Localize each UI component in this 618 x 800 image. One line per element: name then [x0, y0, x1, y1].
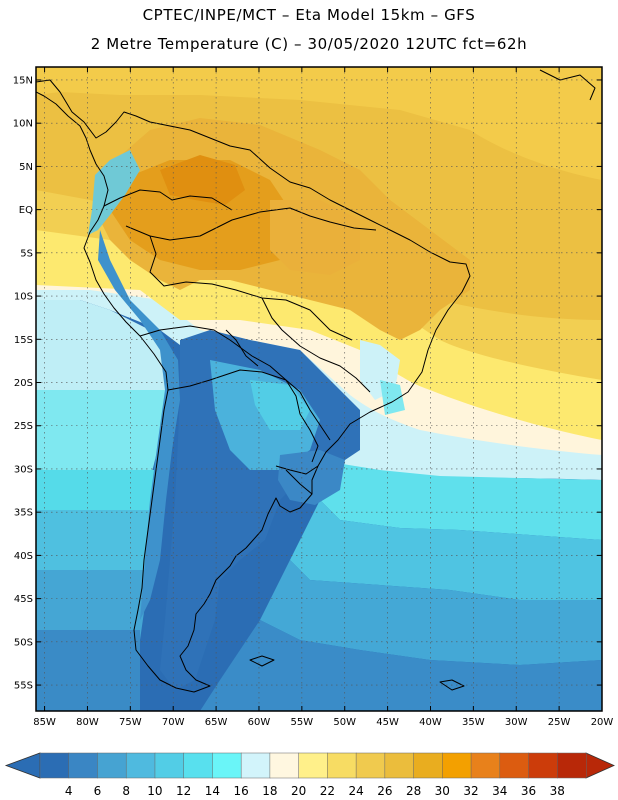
- lat-label: 15S: [14, 335, 33, 346]
- colorbar-swatch: [384, 752, 415, 779]
- lat-label: 55S: [14, 681, 33, 692]
- colorbar-swatch: [154, 752, 185, 779]
- lat-label: 25S: [14, 421, 33, 432]
- lon-label: 35W: [462, 717, 485, 728]
- colorbar-label: 26: [377, 784, 392, 798]
- map-subtitle: 2 Metre Temperature (C) – 30/05/2020 12U…: [90, 35, 528, 53]
- colorbar-label: 30: [435, 784, 450, 798]
- lon-label: 50W: [333, 717, 356, 728]
- lon-label: 70W: [162, 717, 185, 728]
- colorbar-label: 4: [65, 784, 73, 798]
- colorbar-label: 12: [176, 784, 191, 798]
- colorbar-left-arrow: [4, 752, 41, 779]
- longitude-axis: 85W 80W 75W 70W 65W 60W 55W 50W 45W 40W 35W 30W 25W 2…: [33, 67, 613, 728]
- lon-label: 60W: [248, 717, 271, 728]
- colorbar: 4 6 8 10 12 14 16 18 20 22 24 26 28 30 32 34 36 38: [4, 752, 615, 798]
- colorbar-label: 8: [122, 784, 130, 798]
- colorbar-label: 38: [550, 784, 565, 798]
- colorbar-swatch: [327, 752, 357, 779]
- colorbar-label: 28: [406, 784, 421, 798]
- lat-label: 35S: [14, 508, 33, 519]
- lon-label: 25W: [548, 717, 571, 728]
- colorbar-label: 6: [94, 784, 102, 798]
- lat-label: 30S: [14, 464, 33, 475]
- coastline: [36, 69, 596, 693]
- temperature-field: [36, 67, 602, 711]
- lon-label: 20W: [591, 717, 614, 728]
- lon-label: 85W: [33, 717, 56, 728]
- colorbar-label: 32: [463, 784, 478, 798]
- lat-label: 5S: [20, 248, 33, 259]
- lon-label: 65W: [205, 717, 228, 728]
- lat-label: 50S: [14, 637, 33, 648]
- colorbar-label: 24: [348, 784, 363, 798]
- lon-label: 30W: [505, 717, 528, 728]
- colorbar-label: 22: [320, 784, 335, 798]
- colorbar-swatch: [269, 752, 300, 779]
- colorbar-swatch: [557, 752, 587, 779]
- lat-label: 5N: [19, 162, 33, 173]
- lat-label: 15N: [13, 75, 33, 86]
- latitude-axis: 15N 10N 5N EQ 5S 10S 15S 20S 25S 30S 35S 40S 45S 50S 5…: [13, 75, 602, 692]
- lat-label: 40S: [14, 551, 33, 562]
- lat-label: 20S: [14, 378, 33, 389]
- map-frame: [35, 66, 603, 712]
- colorbar-swatch: [68, 752, 99, 779]
- lat-label: 45S: [14, 594, 33, 605]
- colorbar-swatch: [470, 752, 501, 779]
- colorbar-swatch: [97, 752, 127, 779]
- colorbar-label: 20: [291, 784, 306, 798]
- colorbar-label: 34: [492, 784, 507, 798]
- colorbar-swatch: [528, 752, 558, 779]
- colorbar-label: 18: [262, 784, 277, 798]
- colorbar-swatch: [39, 752, 70, 779]
- lon-label: 80W: [76, 717, 99, 728]
- colorbar-right-arrow: [585, 752, 615, 779]
- lon-label: 45W: [376, 717, 399, 728]
- lon-label: 75W: [119, 717, 142, 728]
- colorbar-swatch: [125, 752, 156, 779]
- lat-label: 10S: [14, 292, 33, 303]
- colorbar-label: 10: [147, 784, 162, 798]
- colorbar-swatch: [413, 752, 443, 779]
- colorbar-label: 36: [521, 784, 536, 798]
- colorbar-swatch: [298, 752, 328, 779]
- colorbar-label: 14: [205, 784, 220, 798]
- lat-label: 10N: [13, 119, 33, 130]
- lon-label: 40W: [419, 717, 442, 728]
- lat-label: EQ: [19, 205, 33, 216]
- lon-label: 55W: [291, 717, 314, 728]
- colorbar-swatch: [355, 752, 386, 779]
- colorbar-swatch: [212, 752, 242, 779]
- colorbar-swatch: [442, 752, 472, 779]
- colorbar-label: 16: [234, 784, 249, 798]
- colorbar-swatch: [499, 752, 530, 779]
- colorbar-swatch: [240, 752, 271, 779]
- map-title: CPTEC/INPE/MCT – Eta Model 15km – GFS: [142, 6, 476, 24]
- colorbar-swatch: [183, 752, 213, 779]
